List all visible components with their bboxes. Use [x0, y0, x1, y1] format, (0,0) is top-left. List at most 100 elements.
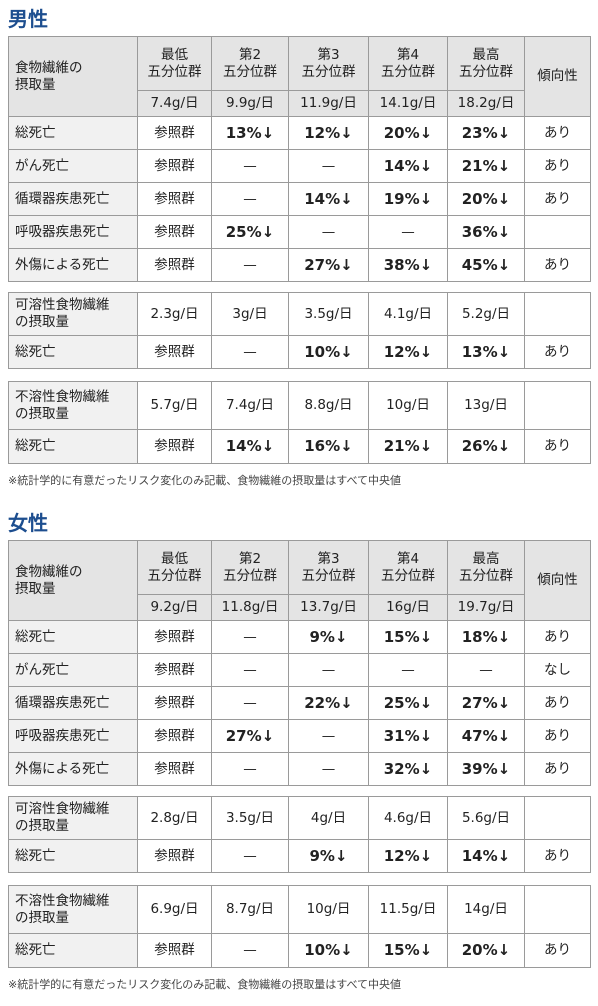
insoluble-table: 不溶性食物繊維 の摂取量 6.9g/日 8.7g/日 10g/日 11.5g/日 14g/… [8, 885, 591, 968]
intake: 5.6g/日 [447, 796, 525, 840]
cell: 参照群 [137, 653, 212, 687]
section: 男性 食物繊維の 摂取量 最低 五分位群 第2 五分位群 第3 五分位群 第4 五分位群最… [8, 0, 598, 502]
cell: 36%↓ [447, 215, 525, 249]
cell: — [211, 335, 289, 369]
cell: 参照群 [137, 215, 212, 249]
intake: 4g/日 [288, 796, 369, 840]
cell: 27%↓ [211, 719, 289, 753]
cell: 9%↓ [288, 620, 369, 654]
cell: — [368, 653, 448, 687]
intake: 2.3g/日 [137, 292, 212, 336]
row-label: 循環器疾患死亡 [8, 182, 138, 216]
data-row: 外傷による死亡 参照群 — —32%↓ 39%↓ あり [8, 752, 591, 786]
cell: 参照群 [137, 149, 212, 183]
trend-header: 傾向性 [524, 36, 591, 117]
empty-cell [524, 292, 591, 336]
row-label: 呼吸器疾患死亡 [8, 215, 138, 249]
intake: 3.5g/日 [288, 292, 369, 336]
intake: 2.8g/日 [137, 796, 212, 840]
empty-cell [524, 796, 591, 840]
cell: — [447, 653, 525, 687]
cell: 参照群 [137, 116, 212, 150]
trend-cell: あり [524, 182, 591, 216]
cell: 10%↓ [288, 335, 369, 369]
intake: 8.8g/日 [288, 381, 369, 430]
table-body: 可溶性食物繊維 の摂取量 2.8g/日 3.5g/日 4g/日 4.6g/日 5.6g/日… [8, 796, 591, 873]
intake: 9.9g/日 [211, 90, 289, 117]
group-header: 第2 五分位群 [211, 540, 289, 595]
intake-row: 可溶性食物繊維 の摂取量 2.8g/日 3.5g/日 4g/日 4.6g/日 5.6g/日 [8, 796, 591, 840]
row-label: がん死亡 [8, 653, 138, 687]
data-row: 循環器疾患死亡 参照群 —14%↓ 19%↓ 20%↓ あり [8, 182, 591, 216]
cell: 22%↓ [288, 686, 369, 720]
intake: 13.7g/日 [288, 594, 369, 621]
trend-cell: あり [524, 248, 591, 282]
group-header: 第4 五分位群 [368, 36, 448, 91]
group-header: 第3 五分位群 [288, 540, 369, 595]
sub-label: 不溶性食物繊維 の摂取量 [8, 381, 138, 430]
group-header: 最低 五分位群 [137, 540, 212, 595]
trend-cell: あり [524, 686, 591, 720]
cell: 12%↓ [368, 335, 448, 369]
row-label: 総死亡 [8, 116, 138, 150]
cell: 15%↓ [368, 620, 448, 654]
cell: — [288, 719, 369, 753]
section-title: 男性 [8, 7, 48, 31]
cell: 14%↓ [211, 429, 289, 464]
cell: 参照群 [137, 686, 212, 720]
row-label: 呼吸器疾患死亡 [8, 719, 138, 753]
note: ※統計学的に有意だったリスク変化のみ記載、食物繊維の摂取量はすべて中央値 [8, 474, 402, 487]
cell: — [211, 182, 289, 216]
intake: 8.7g/日 [211, 885, 289, 934]
cell: — [211, 620, 289, 654]
cell: — [368, 215, 448, 249]
cell: — [211, 653, 289, 687]
cell: 参照群 [137, 182, 212, 216]
row-label: 外傷による死亡 [8, 752, 138, 786]
intake: 10g/日 [368, 381, 448, 430]
cell: 参照群 [137, 839, 212, 873]
table-body: 食物繊維の 摂取量 最低 五分位群 第2 五分位群 第3 五分位群 第4 五分位群 最高 … [8, 540, 591, 786]
intake-row: 7.4g/日 9.9g/日 11.9g/日 14.1g/日 18.2g/日 [9, 90, 591, 117]
cell: 15%↓ [368, 933, 448, 968]
row-label: がん死亡 [8, 149, 138, 183]
cell: 18%↓ [447, 620, 525, 654]
cell: 27%↓ [447, 686, 525, 720]
trend-cell: あり [524, 149, 591, 183]
group-header: 最高 五分位群 [447, 36, 525, 91]
sub-label: 可溶性食物繊維 の摂取量 [8, 292, 138, 336]
trend-cell: あり [524, 429, 591, 464]
intake-row: 不溶性食物繊維 の摂取量 6.9g/日 8.7g/日 10g/日 11.5g/日 14g/… [8, 885, 591, 934]
intake: 19.7g/日 [447, 594, 525, 621]
trend-cell: あり [524, 116, 591, 150]
cell: 参照群 [137, 933, 212, 968]
header-label: 食物繊維の 摂取量 [8, 36, 138, 117]
data-row: 循環器疾患死亡 参照群 —22%↓ 25%↓ 27%↓ あり [8, 686, 591, 720]
intake: 13g/日 [447, 381, 525, 430]
header-label: 食物繊維の 摂取量 [8, 540, 138, 621]
data-row: がん死亡 参照群 — —14%↓ 21%↓ あり [8, 149, 591, 183]
data-row: 呼吸器疾患死亡 参照群 25%↓ — —36%↓ [8, 215, 591, 249]
cell: 12%↓ [288, 116, 369, 150]
sub-label: 可溶性食物繊維 の摂取量 [8, 796, 138, 840]
cell: — [211, 839, 289, 873]
empty-cell [524, 885, 591, 934]
intake: 11.5g/日 [368, 885, 448, 934]
group-header: 第4 五分位群 [368, 540, 448, 595]
row-label: 外傷による死亡 [8, 248, 138, 282]
cell: 参照群 [137, 429, 212, 464]
cell: — [288, 215, 369, 249]
trend-cell: あり [524, 719, 591, 753]
cell: 参照群 [137, 335, 212, 369]
cell: 20%↓ [447, 933, 525, 968]
intake: 5.2g/日 [447, 292, 525, 336]
trend-cell: あり [524, 752, 591, 786]
cell: 45%↓ [447, 248, 525, 282]
cell: 27%↓ [288, 248, 369, 282]
cell: 32%↓ [368, 752, 448, 786]
soluble-table: 可溶性食物繊維 の摂取量 2.3g/日 3g/日 3.5g/日 4.1g/日 5.2g/日… [8, 292, 591, 369]
intake: 14g/日 [447, 885, 525, 934]
cell: — [211, 149, 289, 183]
cell: 14%↓ [288, 182, 369, 216]
